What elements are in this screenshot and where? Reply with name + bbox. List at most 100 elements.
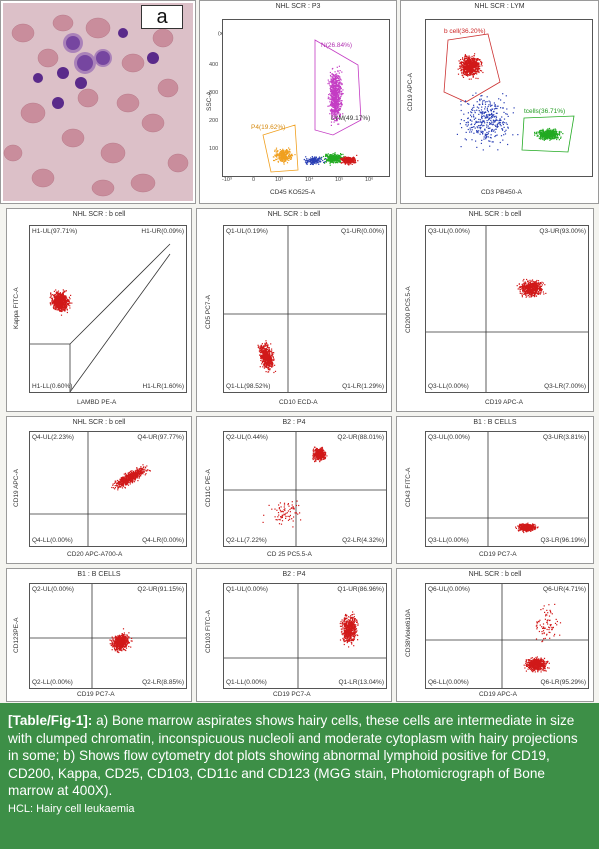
scatter-dot bbox=[270, 357, 272, 359]
scatter-dot bbox=[460, 63, 462, 65]
scatter-dot bbox=[558, 134, 560, 136]
scatter-dot bbox=[331, 103, 333, 105]
scatter-dot bbox=[334, 78, 336, 80]
scatter-dot bbox=[317, 157, 319, 159]
scatter-dot bbox=[68, 296, 70, 298]
scatter-dot bbox=[260, 356, 262, 358]
scatter-dot bbox=[495, 118, 497, 120]
scatter-dot bbox=[330, 76, 332, 78]
scatter-dot bbox=[288, 157, 290, 160]
scatter-dot bbox=[336, 157, 338, 160]
scatter-dot bbox=[535, 287, 537, 289]
scatter-dot bbox=[338, 160, 340, 162]
scatter-dot bbox=[500, 125, 502, 127]
scatter-dot bbox=[466, 62, 468, 64]
scatter-dot bbox=[325, 158, 327, 160]
scatter-dot bbox=[554, 128, 556, 130]
scatter-dot bbox=[309, 163, 312, 165]
scatter-dot bbox=[334, 79, 336, 81]
scatter-dot bbox=[335, 85, 337, 87]
scatter-dot bbox=[477, 121, 480, 123]
scatter-dot bbox=[352, 159, 354, 161]
scatter-dot bbox=[316, 159, 318, 161]
scatter-dot bbox=[486, 101, 488, 103]
scatter-dot bbox=[285, 149, 288, 151]
scatter-dot bbox=[543, 131, 545, 133]
scatter-dot bbox=[330, 105, 332, 107]
scatter-dot bbox=[477, 67, 479, 69]
scatter-dot bbox=[332, 153, 334, 155]
scatter-dot bbox=[460, 62, 462, 64]
scatter-dot bbox=[346, 158, 348, 160]
scatter-dot bbox=[542, 136, 544, 138]
scatter-dot bbox=[64, 296, 67, 298]
scatter-dot bbox=[465, 62, 467, 64]
scatter-dot bbox=[477, 70, 479, 72]
scatter-dot bbox=[468, 103, 470, 105]
scatter-dot bbox=[63, 305, 65, 307]
scatter-dot bbox=[334, 153, 336, 155]
scatter-dot bbox=[290, 157, 293, 159]
scatter-dot bbox=[484, 103, 487, 105]
scatter-dot bbox=[469, 74, 471, 76]
scatter-dot bbox=[546, 138, 548, 140]
scatter-dot bbox=[487, 133, 489, 136]
scatter-dot bbox=[468, 61, 470, 63]
scatter-dot bbox=[494, 104, 496, 106]
scatter-dot bbox=[267, 344, 269, 346]
scatter-dot bbox=[329, 158, 331, 161]
scatter-dot bbox=[462, 76, 465, 78]
scatter-dot bbox=[339, 83, 341, 85]
scatter-dot bbox=[315, 163, 317, 165]
micrograph-cells bbox=[3, 3, 193, 201]
scatter-dot bbox=[471, 55, 473, 58]
scatter-dot bbox=[265, 353, 267, 355]
ytick: 100 bbox=[209, 146, 219, 152]
scatter-dot bbox=[332, 82, 334, 84]
scatter-dot bbox=[335, 155, 337, 157]
scatter-dot bbox=[468, 57, 470, 59]
scatter-dot bbox=[263, 354, 265, 356]
scatter-dot bbox=[329, 74, 332, 77]
scatter-dot bbox=[336, 108, 338, 110]
scatter-dot bbox=[283, 157, 285, 160]
scatter-dot bbox=[466, 59, 468, 61]
scatter-dot bbox=[340, 154, 342, 156]
scatter-dot bbox=[340, 159, 342, 161]
scatter-dot bbox=[56, 301, 58, 303]
scatter-dot bbox=[54, 293, 57, 295]
scatter-dot bbox=[265, 351, 267, 353]
scatter-dot bbox=[473, 60, 475, 62]
scatter-dot bbox=[505, 122, 507, 124]
scatter-dot bbox=[538, 137, 540, 139]
scatter-dot bbox=[499, 121, 501, 124]
scatter-dot bbox=[52, 294, 54, 296]
scatter-dot bbox=[263, 359, 265, 361]
scatter-dot bbox=[459, 123, 461, 125]
scatter-dot bbox=[283, 151, 285, 154]
scatter-dot bbox=[506, 123, 508, 125]
scatter-dot bbox=[61, 309, 63, 311]
scatter-dot bbox=[270, 343, 272, 345]
scatter-dot bbox=[506, 113, 508, 115]
scatter-dot bbox=[305, 159, 307, 161]
scatter-dot bbox=[486, 120, 488, 122]
scatter-dot bbox=[61, 296, 63, 298]
scatter-dot bbox=[543, 135, 545, 137]
scatter-dot bbox=[478, 66, 480, 68]
scatter-dot bbox=[538, 291, 540, 293]
scatter-dot bbox=[55, 307, 57, 309]
scatter-dot bbox=[268, 351, 270, 353]
scatter-dot bbox=[271, 352, 273, 354]
scatter-dot bbox=[473, 61, 475, 63]
scatter-dot bbox=[328, 94, 330, 96]
scatter-dot bbox=[286, 152, 288, 154]
scatter-dot bbox=[339, 85, 341, 87]
scatter-dot bbox=[507, 126, 509, 128]
scatter-dot bbox=[334, 117, 336, 119]
scatter-dot bbox=[503, 118, 506, 120]
scatter-dot bbox=[482, 120, 484, 122]
scatter-dot bbox=[283, 159, 285, 161]
scatter-dot bbox=[331, 157, 333, 159]
scatter-dot bbox=[267, 351, 269, 353]
